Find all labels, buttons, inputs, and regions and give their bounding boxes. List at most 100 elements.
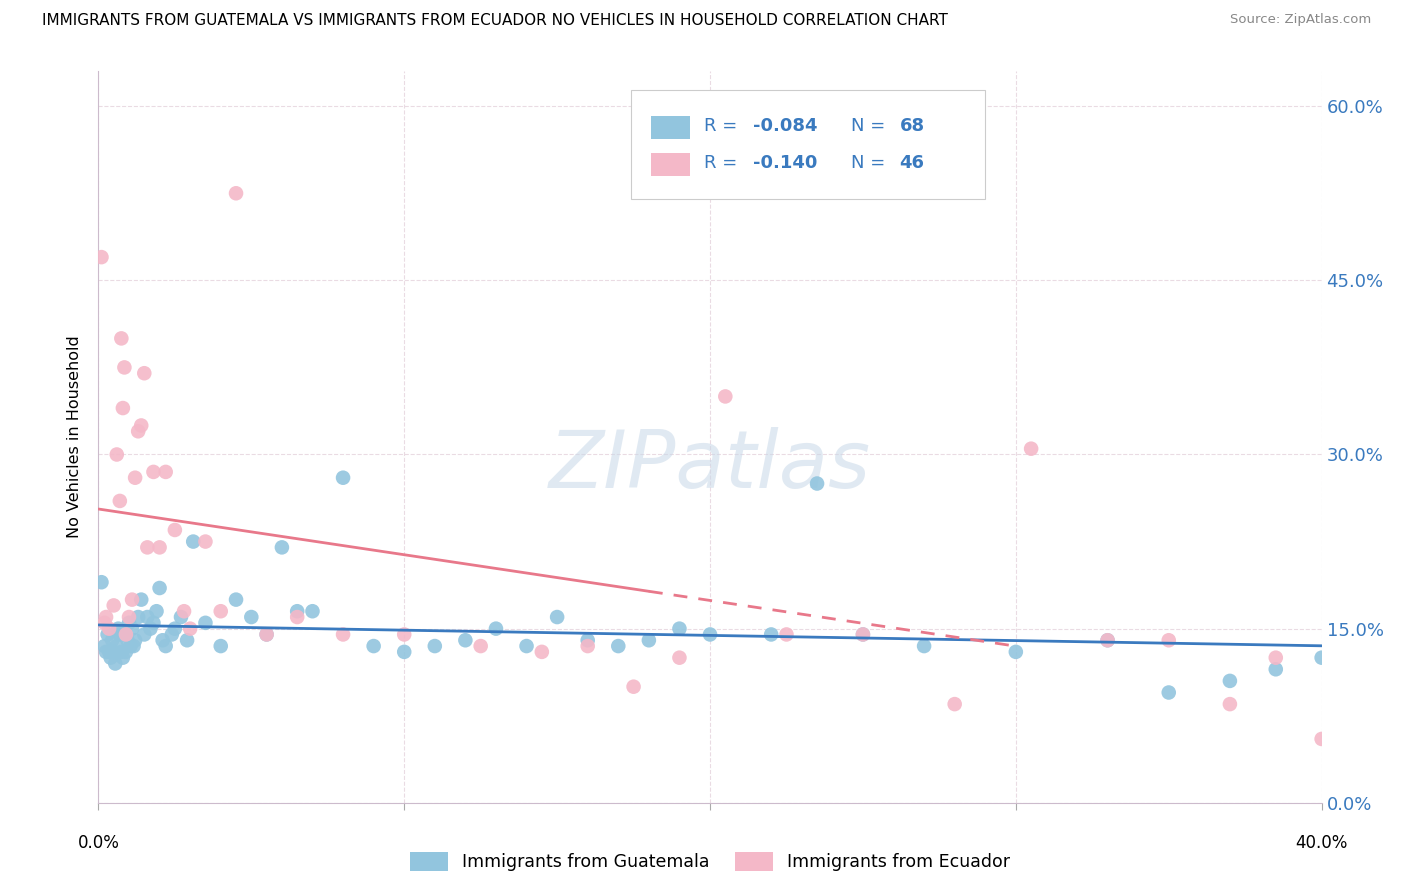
Point (170, 610, 193, 624)
Point (110, 331, 132, 345)
Text: R =: R = (704, 117, 742, 136)
Point (120, 639, 142, 653)
Point (530, 645, 553, 659)
Point (103, 599, 125, 613)
Point (104, 657, 127, 671)
Point (1264, 662, 1286, 676)
Point (576, 639, 599, 653)
Point (142, 615, 165, 630)
Point (912, 639, 935, 653)
Point (1097, 633, 1119, 648)
Point (1219, 673, 1241, 688)
Point (121, 622, 143, 636)
Point (160, 627, 183, 641)
Point (240, 610, 263, 624)
Point (1264, 650, 1286, 665)
Point (852, 627, 875, 641)
Text: N =: N = (851, 153, 890, 172)
Point (285, 604, 308, 618)
Point (136, 541, 159, 555)
Point (111, 401, 134, 415)
Point (98, 645, 121, 659)
Point (209, 604, 232, 618)
Point (470, 639, 492, 653)
Point (179, 622, 201, 636)
Point (1004, 645, 1026, 659)
Point (112, 360, 135, 375)
Point (90, 250, 112, 264)
Point (668, 650, 690, 665)
Point (97, 627, 120, 641)
Point (145, 604, 167, 618)
Point (134, 627, 156, 641)
Point (209, 639, 232, 653)
Point (129, 592, 152, 607)
Point (93, 615, 115, 630)
Point (699, 627, 721, 641)
Text: 46: 46 (900, 153, 925, 172)
Point (142, 465, 165, 479)
Legend: Immigrants from Guatemala, Immigrants from Ecuador: Immigrants from Guatemala, Immigrants fr… (402, 845, 1018, 879)
Point (332, 471, 354, 485)
Text: 40.0%: 40.0% (1295, 834, 1348, 852)
Point (194, 615, 217, 630)
Point (576, 633, 599, 648)
Text: -0.140: -0.140 (752, 153, 817, 172)
Point (852, 627, 875, 641)
Point (181, 534, 204, 549)
Point (270, 541, 294, 555)
Point (134, 366, 156, 380)
Point (943, 697, 966, 711)
Point (423, 639, 446, 653)
Point (392, 627, 416, 641)
Point (112, 627, 135, 641)
Point (363, 639, 385, 653)
Point (301, 604, 323, 618)
Point (100, 650, 122, 665)
Point (118, 610, 141, 624)
Point (1219, 697, 1241, 711)
Point (152, 633, 174, 648)
Point (163, 523, 186, 537)
Point (485, 622, 508, 636)
Point (121, 592, 143, 607)
Point (111, 650, 134, 665)
Point (155, 465, 177, 479)
Point (107, 622, 129, 636)
Point (668, 622, 690, 636)
Point (256, 627, 278, 641)
Point (124, 471, 146, 485)
Text: R =: R = (704, 153, 742, 172)
Point (94, 610, 117, 624)
Point (98, 622, 121, 636)
Point (1019, 442, 1042, 456)
Text: Source: ZipAtlas.com: Source: ZipAtlas.com (1230, 13, 1371, 27)
FancyBboxPatch shape (630, 90, 986, 200)
Point (94, 645, 117, 659)
Point (225, 592, 247, 607)
Point (129, 418, 152, 433)
Point (127, 424, 149, 438)
Point (1097, 633, 1119, 648)
Point (122, 639, 145, 653)
Point (806, 476, 828, 491)
Point (1310, 731, 1333, 746)
Point (93, 639, 115, 653)
Point (101, 633, 124, 648)
Point (136, 610, 159, 624)
Text: 0.0%: 0.0% (77, 834, 120, 852)
Point (173, 604, 195, 618)
Point (103, 645, 125, 659)
Point (225, 186, 247, 201)
Point (117, 633, 139, 648)
Point (118, 615, 141, 630)
Y-axis label: No Vehicles in Household: No Vehicles in Household (67, 335, 83, 539)
FancyBboxPatch shape (651, 153, 690, 176)
Point (516, 639, 538, 653)
Point (607, 639, 630, 653)
Point (115, 645, 138, 659)
Point (110, 645, 132, 659)
Point (546, 610, 568, 624)
Point (155, 639, 177, 653)
Point (115, 627, 138, 641)
